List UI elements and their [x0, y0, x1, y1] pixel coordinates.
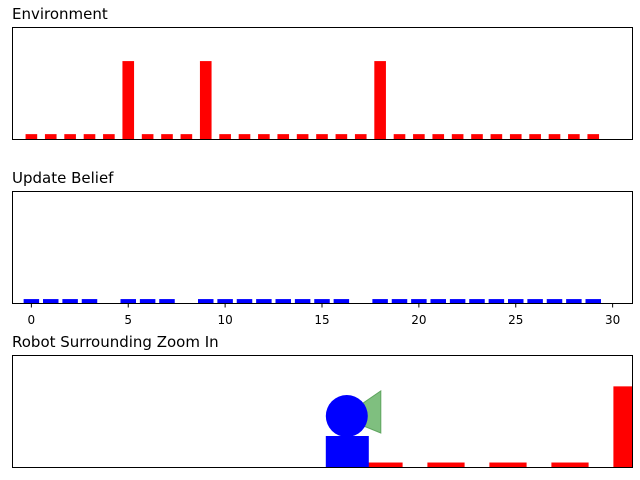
bar — [83, 134, 96, 139]
bar — [613, 386, 632, 467]
robot — [325, 390, 382, 467]
bar — [62, 299, 78, 303]
bar — [527, 299, 543, 303]
bar — [529, 134, 541, 139]
belief-bars — [23, 299, 601, 303]
bar — [25, 134, 38, 139]
bar — [488, 299, 505, 303]
bar — [103, 134, 115, 139]
bar — [391, 299, 408, 303]
bar — [238, 134, 251, 139]
bar — [219, 134, 231, 139]
bar — [236, 299, 253, 303]
bar — [122, 61, 135, 139]
bar — [546, 299, 563, 303]
bar — [354, 134, 367, 139]
bar — [451, 134, 464, 139]
bar — [393, 134, 406, 139]
x-tick-label: 20 — [411, 313, 426, 327]
bar — [120, 299, 136, 303]
bar — [490, 134, 503, 139]
bar — [427, 462, 465, 467]
zoom-bars — [365, 386, 632, 467]
bar — [508, 299, 524, 303]
panel-title: Robot Surrounding Zoom In — [12, 333, 219, 351]
bar — [551, 462, 589, 467]
bar — [314, 299, 330, 303]
x-tick-label: 5 — [124, 313, 132, 327]
bar — [471, 134, 483, 139]
x-tick-label: 0 — [28, 313, 36, 327]
bar — [81, 299, 98, 303]
environment-bars — [25, 61, 600, 139]
panel-title: Update Belief — [12, 169, 114, 187]
bar — [217, 299, 233, 303]
bar — [413, 134, 425, 139]
bar — [509, 134, 522, 139]
x-tick-label: 25 — [508, 313, 523, 327]
bar — [374, 61, 386, 139]
x-tick-label: 30 — [605, 313, 620, 327]
environment-axes-frame — [12, 27, 633, 140]
zoom-axes-frame — [12, 355, 633, 468]
bar — [199, 61, 212, 139]
bar — [198, 299, 214, 303]
bar — [432, 134, 445, 139]
bar — [161, 134, 173, 139]
bar — [256, 299, 272, 303]
bar — [489, 462, 527, 467]
bar — [43, 299, 59, 303]
bar — [335, 134, 348, 139]
bar — [258, 134, 270, 139]
bar — [568, 134, 580, 139]
bar — [180, 134, 193, 139]
belief-axes-frame — [12, 191, 633, 304]
bar — [587, 134, 600, 139]
bar — [139, 299, 156, 303]
bar — [277, 134, 290, 139]
bar — [64, 134, 76, 139]
bar — [585, 299, 601, 303]
bar — [566, 299, 582, 303]
bar — [365, 462, 403, 467]
bar — [296, 134, 309, 139]
robot-body — [325, 436, 369, 467]
bar — [548, 134, 561, 139]
bar — [23, 299, 40, 303]
bar — [449, 299, 466, 303]
x-tick-label: 15 — [314, 313, 329, 327]
bar — [44, 134, 57, 139]
x-tick-label: 10 — [217, 313, 232, 327]
robot-head — [325, 395, 368, 437]
bar — [430, 299, 446, 303]
bar — [469, 299, 485, 303]
bar — [141, 134, 154, 139]
bar — [372, 299, 388, 303]
belief-x-axis: 0 5 10 15 20 25 30 — [28, 303, 620, 327]
panel-title: Environment — [12, 5, 108, 23]
bar — [159, 299, 175, 303]
bar — [275, 299, 291, 303]
bar — [316, 134, 328, 139]
bar — [333, 299, 350, 303]
bar — [411, 299, 427, 303]
bar — [294, 299, 311, 303]
